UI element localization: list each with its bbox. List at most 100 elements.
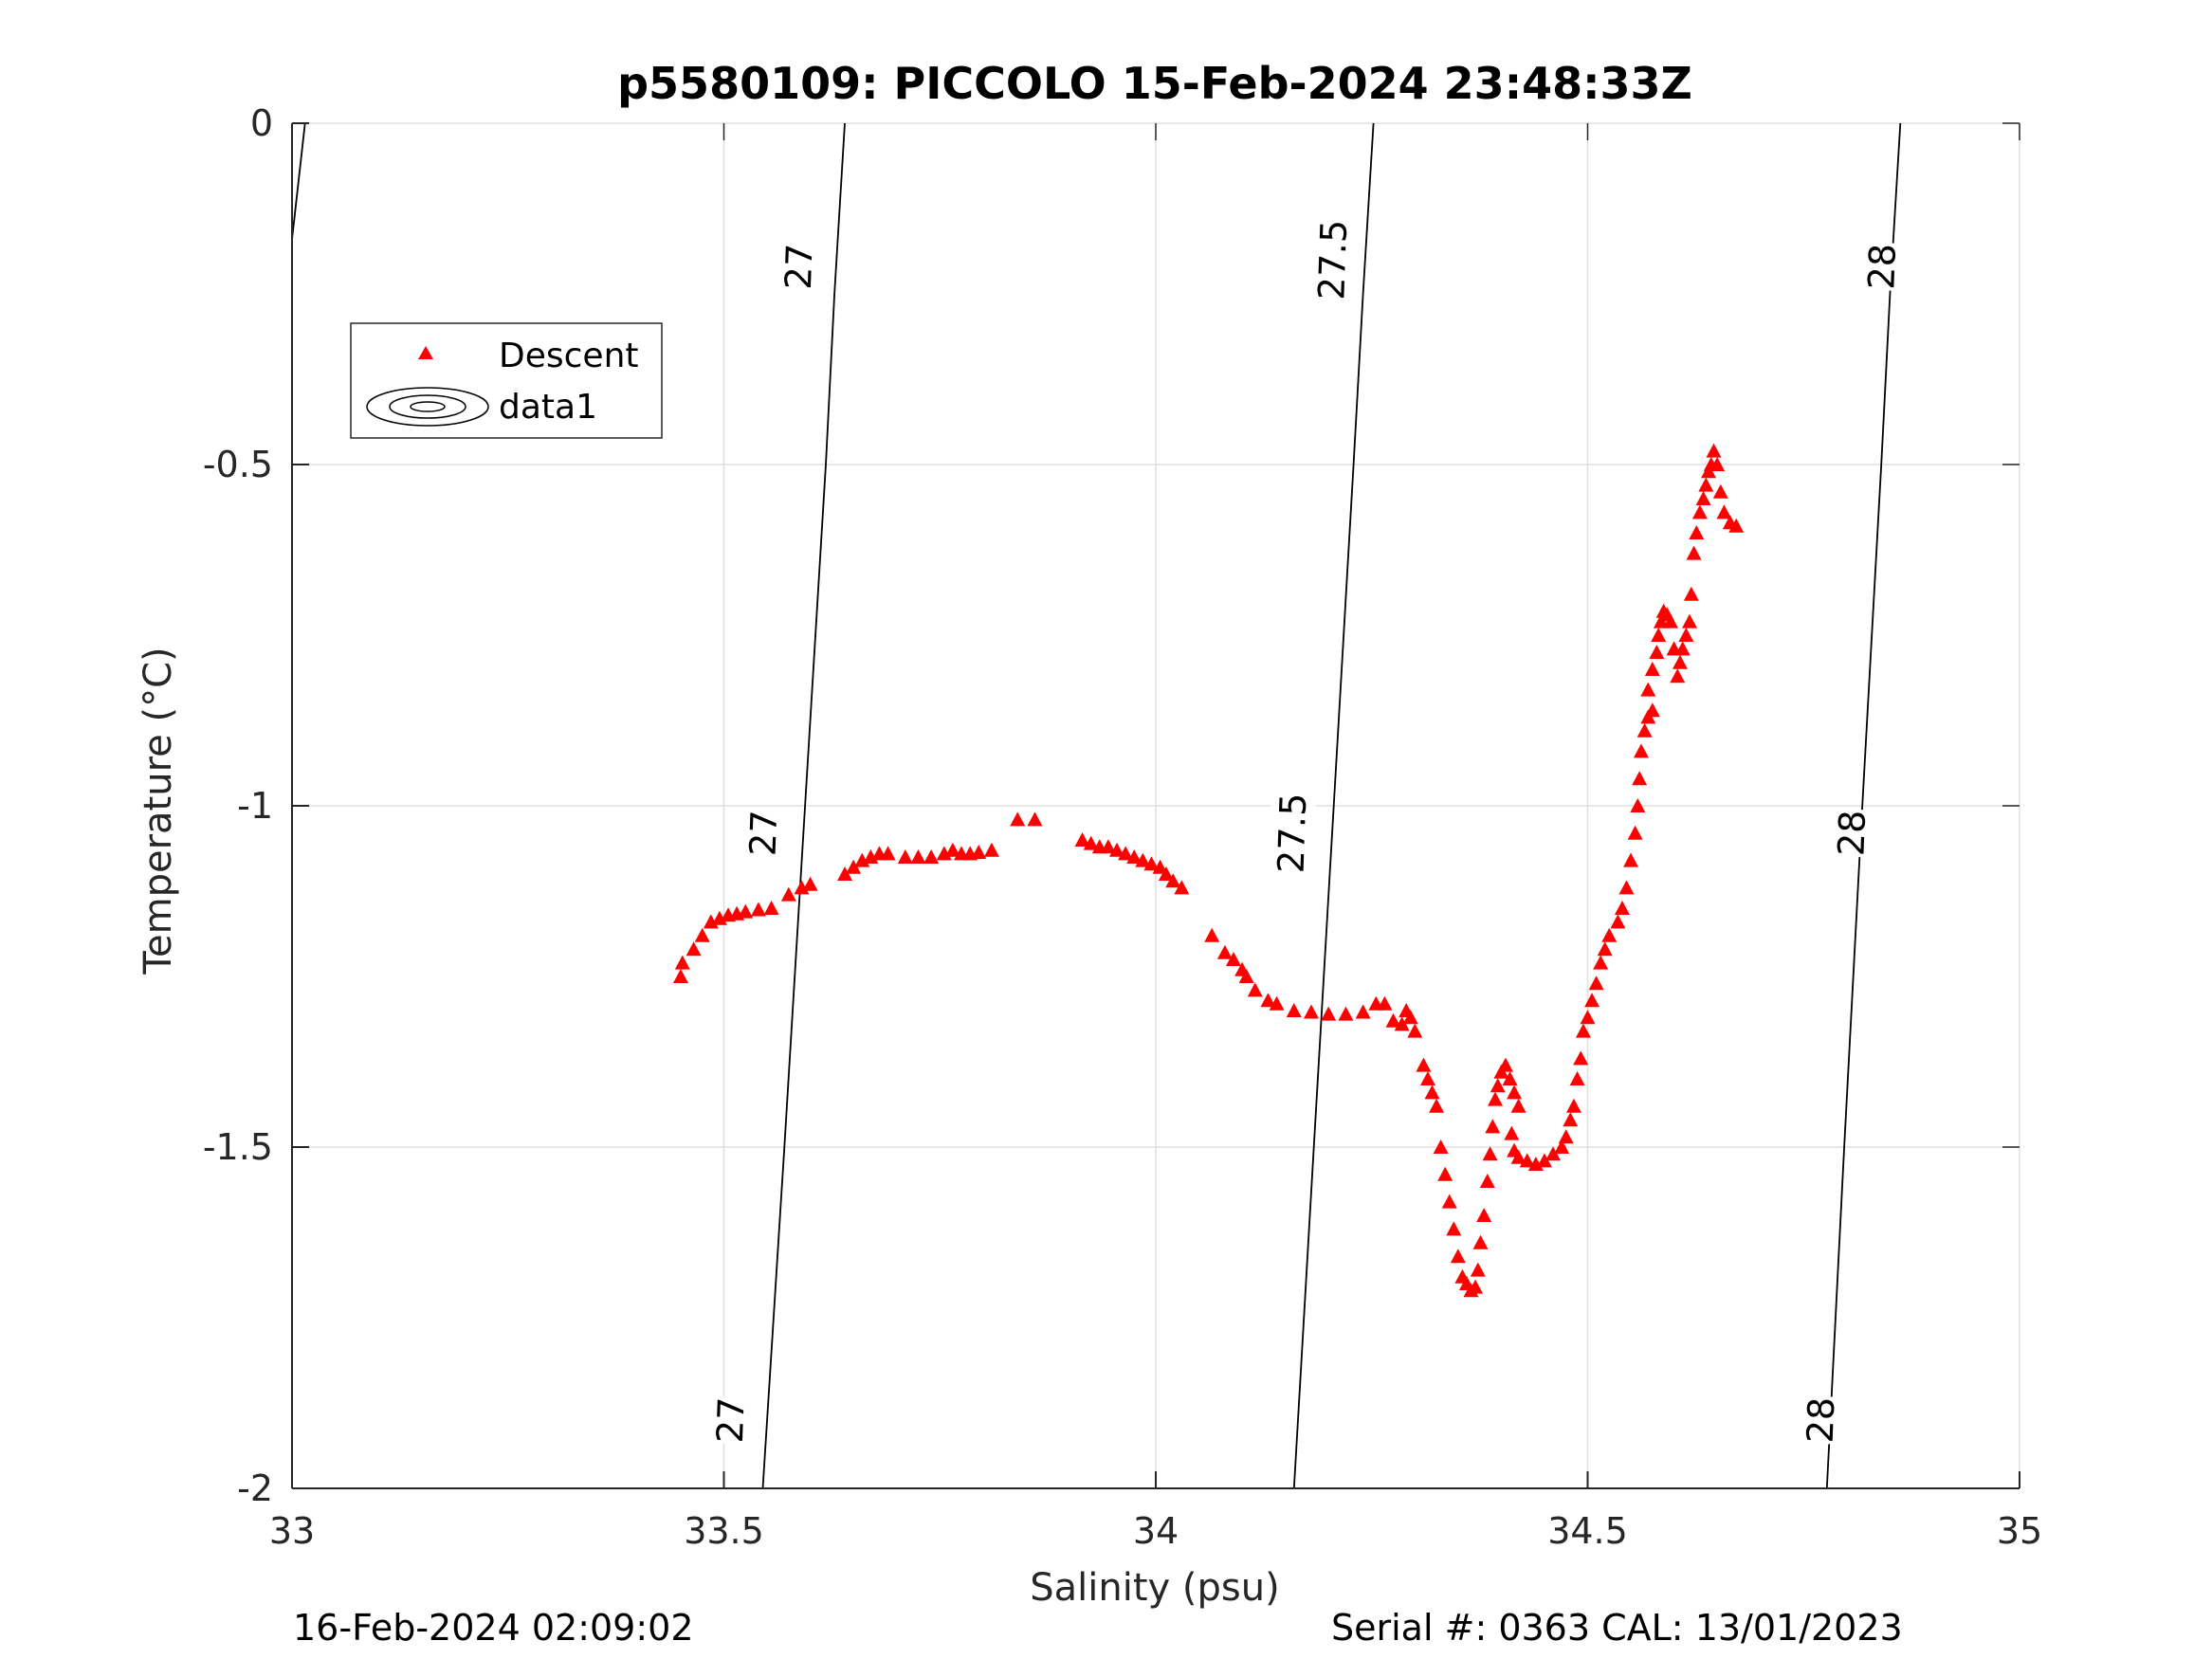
data-point (1674, 641, 1691, 656)
data-point (1632, 771, 1648, 786)
y-axis-label: Temperature (°C) (137, 647, 180, 975)
contour-label: 27.5 (1270, 793, 1314, 874)
contour-label-bg (1828, 808, 1876, 858)
data-point (1563, 1112, 1579, 1127)
data-point (1575, 1023, 1591, 1038)
data-point (1610, 914, 1626, 929)
data-point (1204, 927, 1220, 942)
data-point (1118, 846, 1134, 861)
data-point (738, 903, 754, 919)
data-point (1709, 457, 1726, 471)
data-point (1706, 443, 1722, 458)
data-point (1662, 613, 1678, 629)
data-point (1623, 852, 1639, 867)
data-point (1593, 955, 1609, 970)
data-point (763, 901, 779, 915)
legend-data1-label: data1 (499, 388, 597, 427)
data-point (1510, 1149, 1526, 1164)
data-point (897, 849, 913, 864)
data-point (880, 846, 896, 861)
data-point (1238, 969, 1254, 983)
isopycnal-line (1292, 122, 1375, 1489)
contour-label: 27 (742, 810, 786, 857)
data-point (1394, 1016, 1410, 1031)
data-point (1633, 743, 1649, 758)
legend-descent-label: Descent (499, 337, 639, 375)
contour-label: 28 (1800, 1396, 1843, 1444)
footer-serial: Serial #: 0363 CAL: 13/01/2023 (1331, 1607, 1903, 1649)
x-tick-label: 33 (269, 1510, 315, 1552)
y-tick-label: -2 (237, 1468, 273, 1509)
data-point (1497, 1057, 1513, 1072)
data-point (1286, 1003, 1302, 1017)
data-point (672, 969, 688, 983)
data-point (1407, 1023, 1423, 1038)
data-point (1152, 859, 1168, 874)
data-point (1470, 1262, 1486, 1277)
data-point (1504, 1125, 1520, 1140)
data-point (1100, 839, 1116, 854)
isopycnal-line (761, 122, 846, 1489)
data-point (1338, 1006, 1354, 1021)
x-tick-label: 35 (1997, 1510, 2042, 1552)
data-point (1109, 842, 1125, 857)
contour-label-bg (740, 808, 788, 858)
data-point (1321, 1006, 1337, 1021)
data-point (1441, 1194, 1457, 1209)
data-point (802, 876, 818, 891)
data-point (1728, 518, 1745, 533)
legend: Descent data1 (350, 322, 663, 439)
data-point (1174, 880, 1190, 895)
data-point (1165, 873, 1181, 888)
data-point (1303, 1004, 1319, 1019)
data-point (1698, 477, 1714, 492)
y-tick-label: -1.5 (203, 1126, 273, 1168)
data-point (1681, 613, 1697, 629)
data-point (1580, 1010, 1596, 1025)
legend-contour-marker (366, 387, 489, 427)
data-point (1468, 1279, 1484, 1294)
data-point (1402, 1010, 1418, 1025)
descent-series (672, 443, 1745, 1298)
x-tick-label: 34.5 (1547, 1510, 1628, 1552)
data-point (1569, 1071, 1585, 1085)
data-point (971, 844, 987, 859)
data-point (837, 866, 853, 881)
data-point (1135, 852, 1151, 867)
legend-box (350, 322, 663, 439)
data-point (983, 842, 999, 857)
y-tick-label: -1 (237, 785, 273, 827)
data-point (1472, 1234, 1489, 1249)
y-tick-label: 0 (250, 102, 273, 144)
data-point (1686, 545, 1702, 560)
contour-label: 27 (777, 243, 821, 290)
contour-label: 28 (1860, 243, 1904, 290)
data-point (1558, 1129, 1574, 1144)
contour-label-bg (1858, 242, 1907, 292)
contour-label-bg (1308, 219, 1358, 301)
data-point (1627, 825, 1643, 840)
data-point (1672, 654, 1688, 669)
data-point (1450, 1249, 1466, 1264)
data-point (1649, 645, 1665, 659)
data-point (923, 849, 940, 864)
data-point (1519, 1153, 1535, 1168)
data-point (1083, 835, 1099, 850)
data-point (910, 849, 926, 864)
contour-label-bg (1268, 792, 1317, 874)
data-point (1385, 1012, 1401, 1028)
data-point (1225, 952, 1241, 966)
data-point (1433, 1139, 1449, 1154)
data-point (1027, 811, 1043, 827)
x-axis-label: Salinity (psu) (1030, 1566, 1279, 1610)
data-point (1565, 1098, 1581, 1113)
data-point (1488, 1091, 1504, 1106)
data-point (674, 955, 690, 970)
data-point (1536, 1153, 1552, 1168)
axes: 33 33.5 34 34.5 35 0 -0.5 -1 -1.5 -2 (203, 102, 2042, 1552)
data-point (1143, 856, 1160, 871)
data-point (1588, 975, 1604, 991)
data-point (1158, 866, 1174, 881)
footer-date: 16-Feb-2024 02:09:02 (293, 1607, 694, 1649)
data-point (1507, 1085, 1523, 1100)
